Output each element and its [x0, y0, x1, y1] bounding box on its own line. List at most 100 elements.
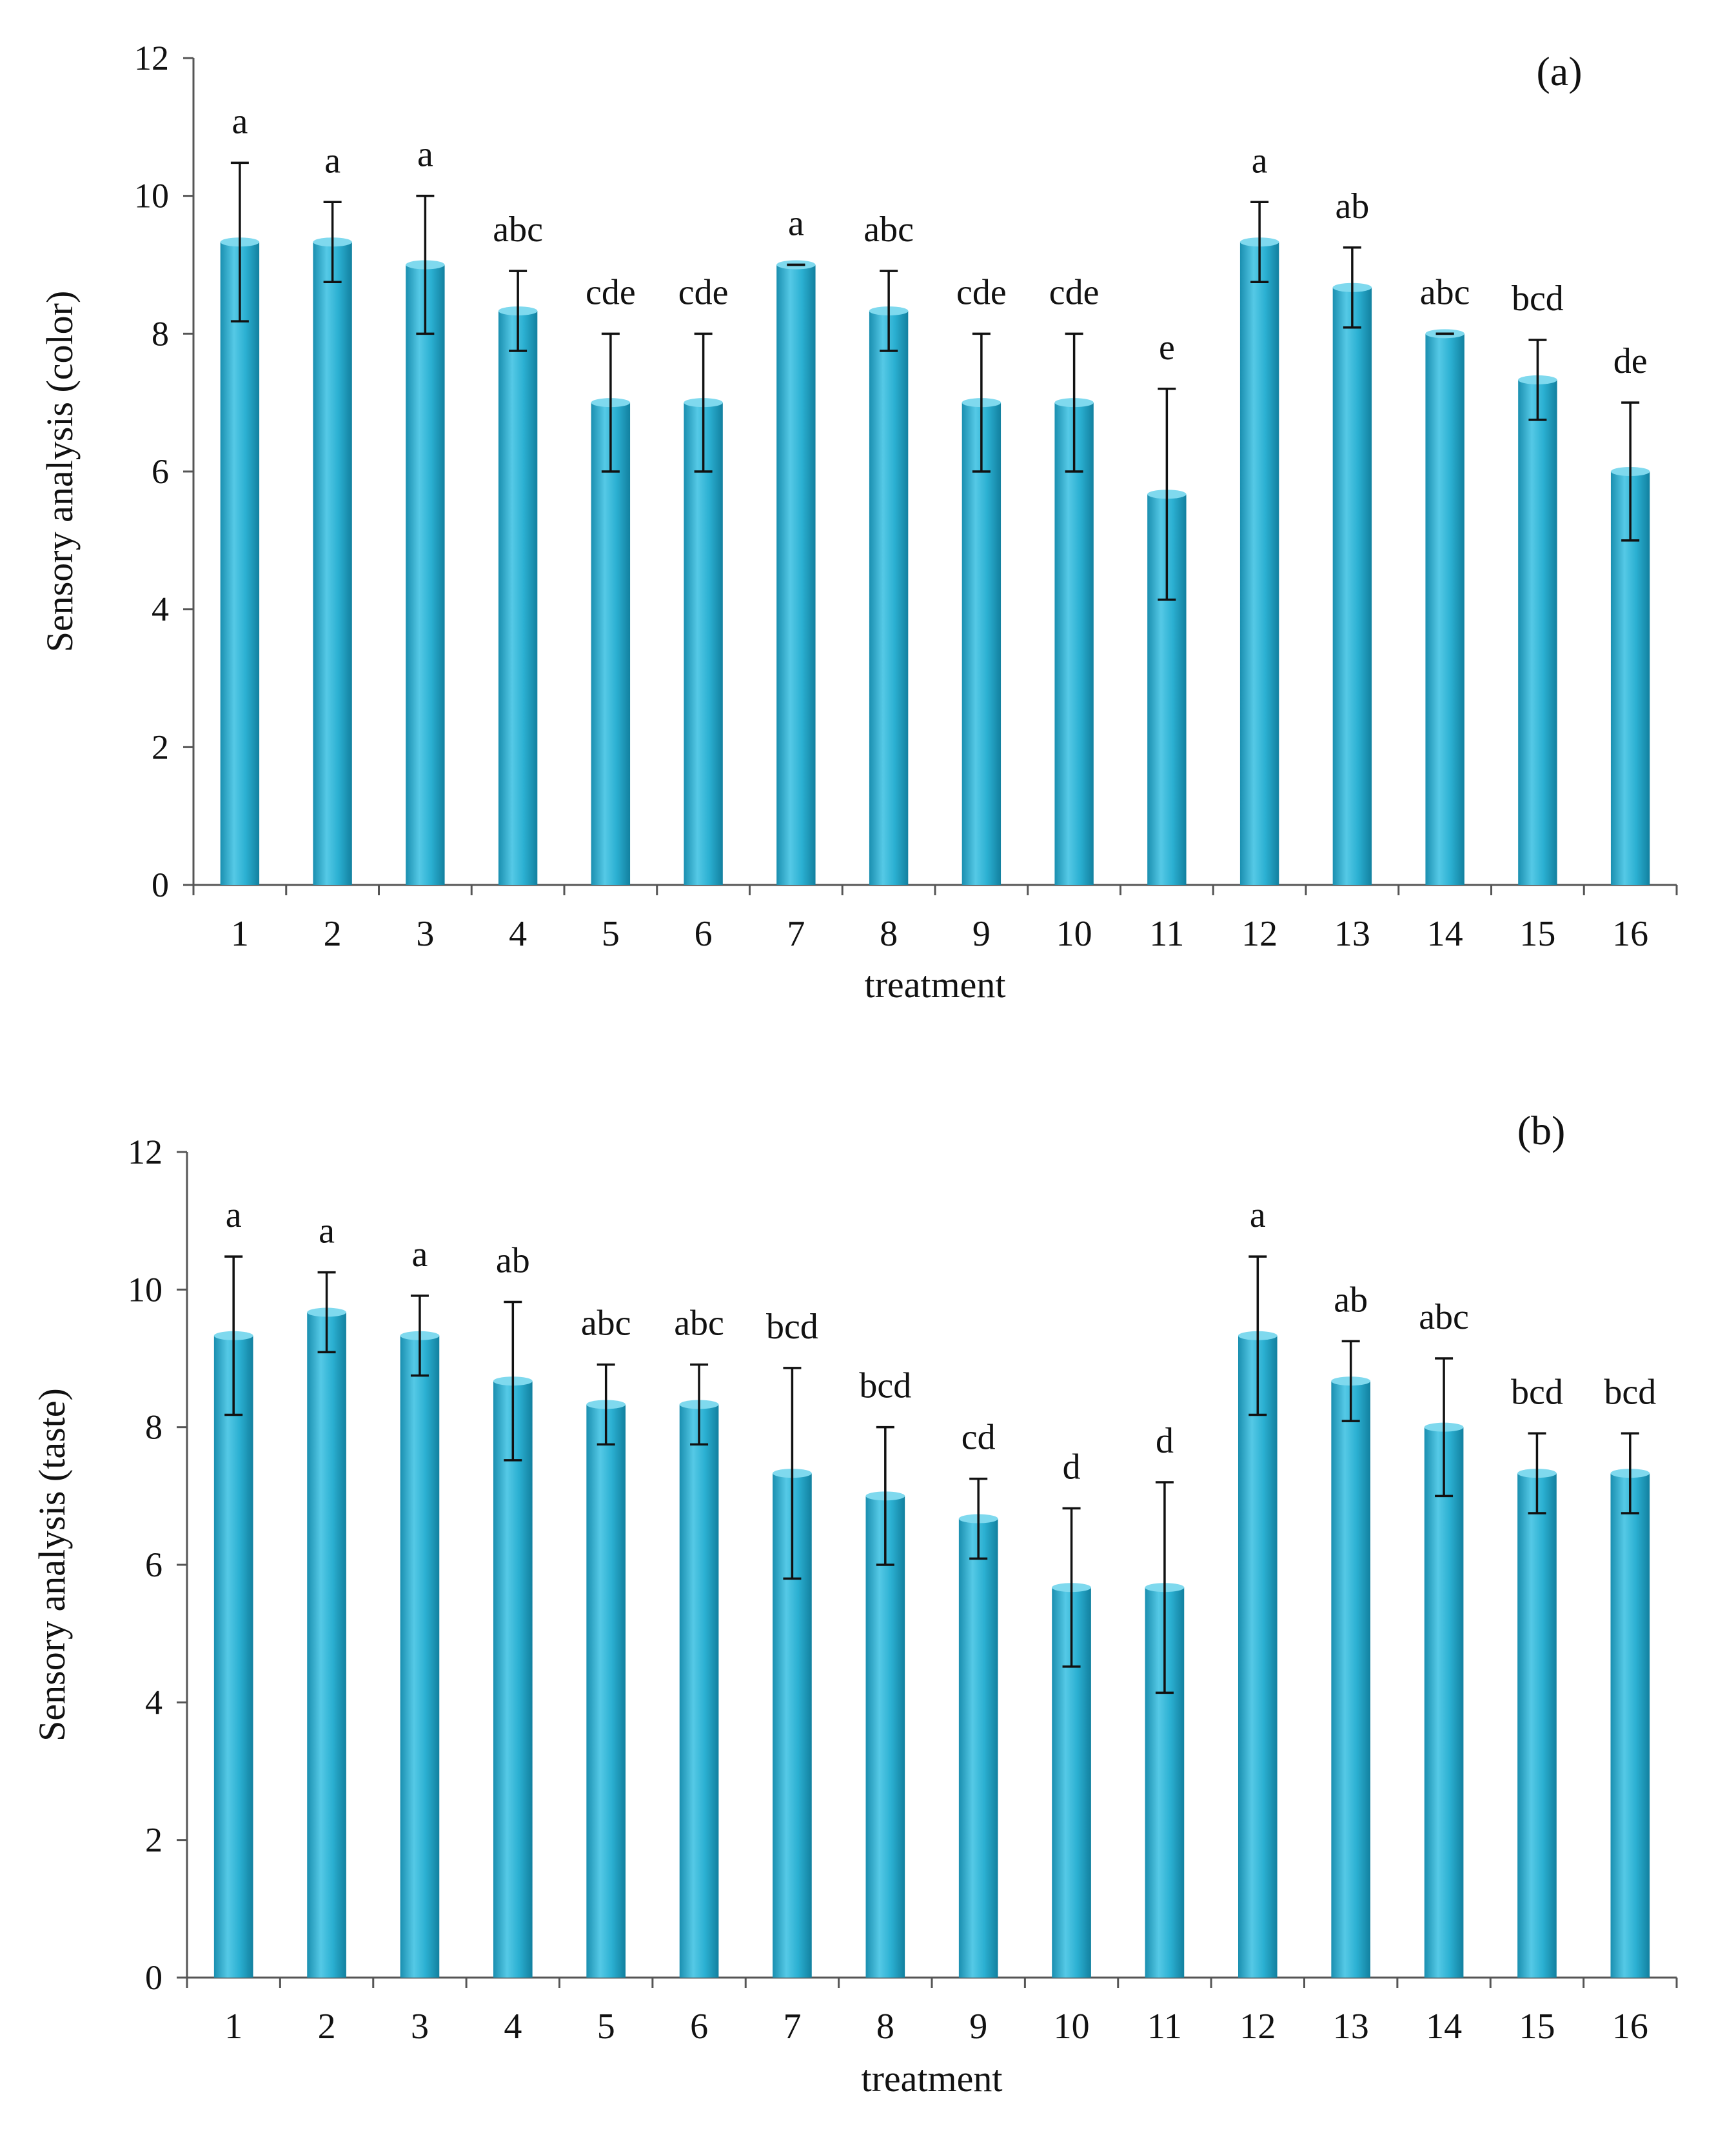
significance-letter: a	[226, 1195, 242, 1235]
x-tick-label: 9	[972, 914, 991, 954]
bar	[307, 1312, 346, 1978]
significance-letter: abc	[863, 210, 914, 250]
x-tick-label: 7	[787, 914, 805, 954]
bar	[679, 1404, 719, 1978]
bar	[213, 1335, 253, 1978]
bar	[776, 264, 816, 885]
x-tick-label: 15	[1519, 2007, 1555, 2047]
bar	[400, 1335, 440, 1978]
x-tick-label: 3	[411, 2007, 429, 2047]
panel-label: (a)	[1536, 48, 1582, 94]
x-tick-label: 5	[597, 2007, 615, 2047]
bar	[962, 402, 1001, 885]
bar	[865, 1496, 905, 1978]
x-tick-label: 2	[324, 914, 342, 954]
bar	[498, 311, 538, 885]
bar	[1517, 1473, 1557, 1978]
x-tick-label: 14	[1426, 2007, 1462, 2047]
x-tick-label: 9	[969, 2007, 987, 2047]
significance-letter: ab	[1335, 186, 1369, 226]
x-tick-label: 16	[1612, 2007, 1648, 2047]
significance-letter: a	[788, 204, 804, 244]
x-tick-label: 8	[880, 914, 898, 954]
bar	[493, 1381, 533, 1978]
y-tick-label: 2	[152, 728, 169, 766]
significance-letter: a	[232, 101, 248, 141]
x-tick-label: 7	[783, 2007, 801, 2047]
x-tick-label: 4	[509, 914, 527, 954]
x-tick-label: 14	[1427, 914, 1463, 954]
x-tick-label: 2	[318, 2007, 336, 2047]
significance-letter: abc	[493, 210, 543, 250]
significance-letter: a	[324, 141, 340, 181]
bar	[1610, 1473, 1650, 1978]
significance-letter: abc	[1419, 1297, 1469, 1337]
significance-letter: bcd	[1512, 279, 1564, 319]
y-tick-label: 10	[128, 1270, 163, 1309]
y-axis-title: Sensory analysis (taste)	[31, 1388, 73, 1742]
significance-letter: abc	[581, 1304, 631, 1344]
x-tick-label: 13	[1333, 2007, 1369, 2047]
significance-letter: abc	[674, 1304, 724, 1344]
x-tick-label: 1	[224, 2007, 242, 2047]
y-tick-label: 8	[145, 1408, 163, 1447]
significance-letter: bcd	[859, 1366, 911, 1406]
significance-letter: cde	[1049, 272, 1100, 312]
bar	[869, 311, 909, 885]
bar-chart-color: 0 2 4 6 8 10 12 a 1 a 2 a 3 abc 4 cde 5 cde 6 a 7 abc 8 cde 9 cde…	[39, 39, 1678, 1006]
y-tick-label: 4	[152, 590, 169, 629]
significance-letter: cde	[678, 272, 729, 312]
x-tick-label: 4	[504, 2007, 522, 2047]
x-tick-label: 15	[1519, 914, 1555, 954]
x-tick-label: 1	[231, 914, 249, 954]
x-tick-label: 11	[1147, 2007, 1182, 2047]
y-tick-label: 6	[152, 452, 169, 491]
significance-letter: a	[417, 135, 433, 175]
significance-letter: d	[1156, 1421, 1174, 1461]
bar	[1332, 287, 1372, 885]
significance-letter: cd	[962, 1418, 996, 1458]
bar	[1425, 333, 1465, 885]
significance-letter: ab	[496, 1241, 530, 1281]
significance-letter: abc	[1420, 272, 1470, 312]
significance-letter: de	[1613, 341, 1648, 381]
panel-label: (b)	[1517, 1107, 1566, 1153]
bar	[586, 1404, 626, 1978]
bar	[1054, 402, 1094, 885]
bar	[684, 402, 723, 885]
x-tick-label: 3	[416, 914, 434, 954]
y-tick-label: 0	[145, 1958, 163, 1997]
y-tick-label: 12	[128, 1133, 163, 1171]
significance-letter: a	[319, 1211, 335, 1251]
significance-letter: a	[412, 1235, 428, 1275]
x-axis-title: treatment	[861, 2058, 1002, 2099]
y-tick-label: 6	[145, 1545, 163, 1584]
bar	[220, 242, 260, 885]
y-tick-label: 10	[134, 177, 169, 215]
bar	[1239, 242, 1279, 885]
bar	[1518, 379, 1557, 885]
significance-letter: a	[1252, 141, 1268, 181]
significance-letter: d	[1063, 1447, 1081, 1487]
bar	[1424, 1427, 1464, 1978]
bar	[958, 1518, 998, 1978]
bar	[1331, 1381, 1371, 1978]
x-tick-label: 10	[1054, 2007, 1090, 2047]
bar	[406, 264, 445, 885]
x-tick-label: 6	[695, 914, 713, 954]
bar	[313, 242, 352, 885]
y-axis-title: Sensory analysis (color)	[39, 291, 81, 653]
significance-letter: cde	[956, 272, 1007, 312]
x-tick-label: 6	[690, 2007, 708, 2047]
y-tick-label: 4	[145, 1683, 163, 1722]
bar-chart-taste: 0 2 4 6 8 10 12 a 1 a 2 a 3 ab 4 abc 5 abc 6 bcd 7 bcd 8 cd 9 d 10…	[31, 1107, 1678, 2099]
significance-letter: ab	[1334, 1280, 1368, 1320]
x-axis-title: treatment	[864, 964, 1005, 1006]
significance-letter: bcd	[1604, 1372, 1656, 1412]
y-tick-label: 8	[152, 314, 169, 353]
bar	[591, 402, 631, 885]
x-tick-label: 8	[876, 2007, 894, 2047]
x-tick-label: 11	[1149, 914, 1184, 954]
y-tick-label: 12	[134, 39, 169, 77]
y-tick-label: 2	[145, 1821, 163, 1860]
